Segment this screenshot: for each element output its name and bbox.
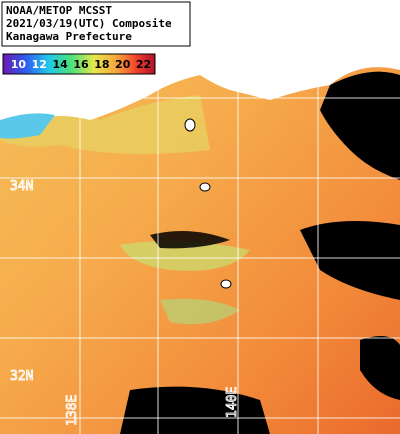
colorbar-label: 22 — [136, 58, 151, 71]
header-line: NOAA/METOP MCSST — [6, 4, 112, 17]
colorbar-label: 10 — [11, 58, 27, 71]
colorbar-labels: 10 12 14 16 18 20 22 — [11, 58, 151, 71]
header-box — [1, 1, 191, 47]
header-line: 2021/03/19(UTC) Composite — [6, 17, 172, 30]
island — [199, 182, 211, 192]
colorbar-label: 12 — [32, 58, 47, 71]
lon-label: 140E — [225, 387, 240, 418]
lon-label: 138E — [65, 395, 80, 426]
cloud — [360, 336, 400, 400]
coastal-water — [0, 113, 55, 139]
colorbar — [2, 53, 156, 75]
colorbar-label: 14 — [52, 58, 68, 71]
cloud — [150, 231, 230, 249]
cool-patch — [160, 298, 240, 325]
cloud — [320, 71, 400, 180]
colorbar-label: 16 — [73, 58, 89, 71]
lat-label: 32N — [10, 369, 33, 384]
colorbar-label: 20 — [115, 58, 131, 71]
island — [184, 118, 196, 132]
header-line: Kanagawa Prefecture — [6, 30, 132, 43]
cloud — [300, 221, 400, 300]
cool-patch — [120, 241, 250, 271]
island — [220, 279, 232, 289]
colorbar-label: 18 — [94, 58, 109, 71]
lat-label: 34N — [10, 179, 33, 194]
